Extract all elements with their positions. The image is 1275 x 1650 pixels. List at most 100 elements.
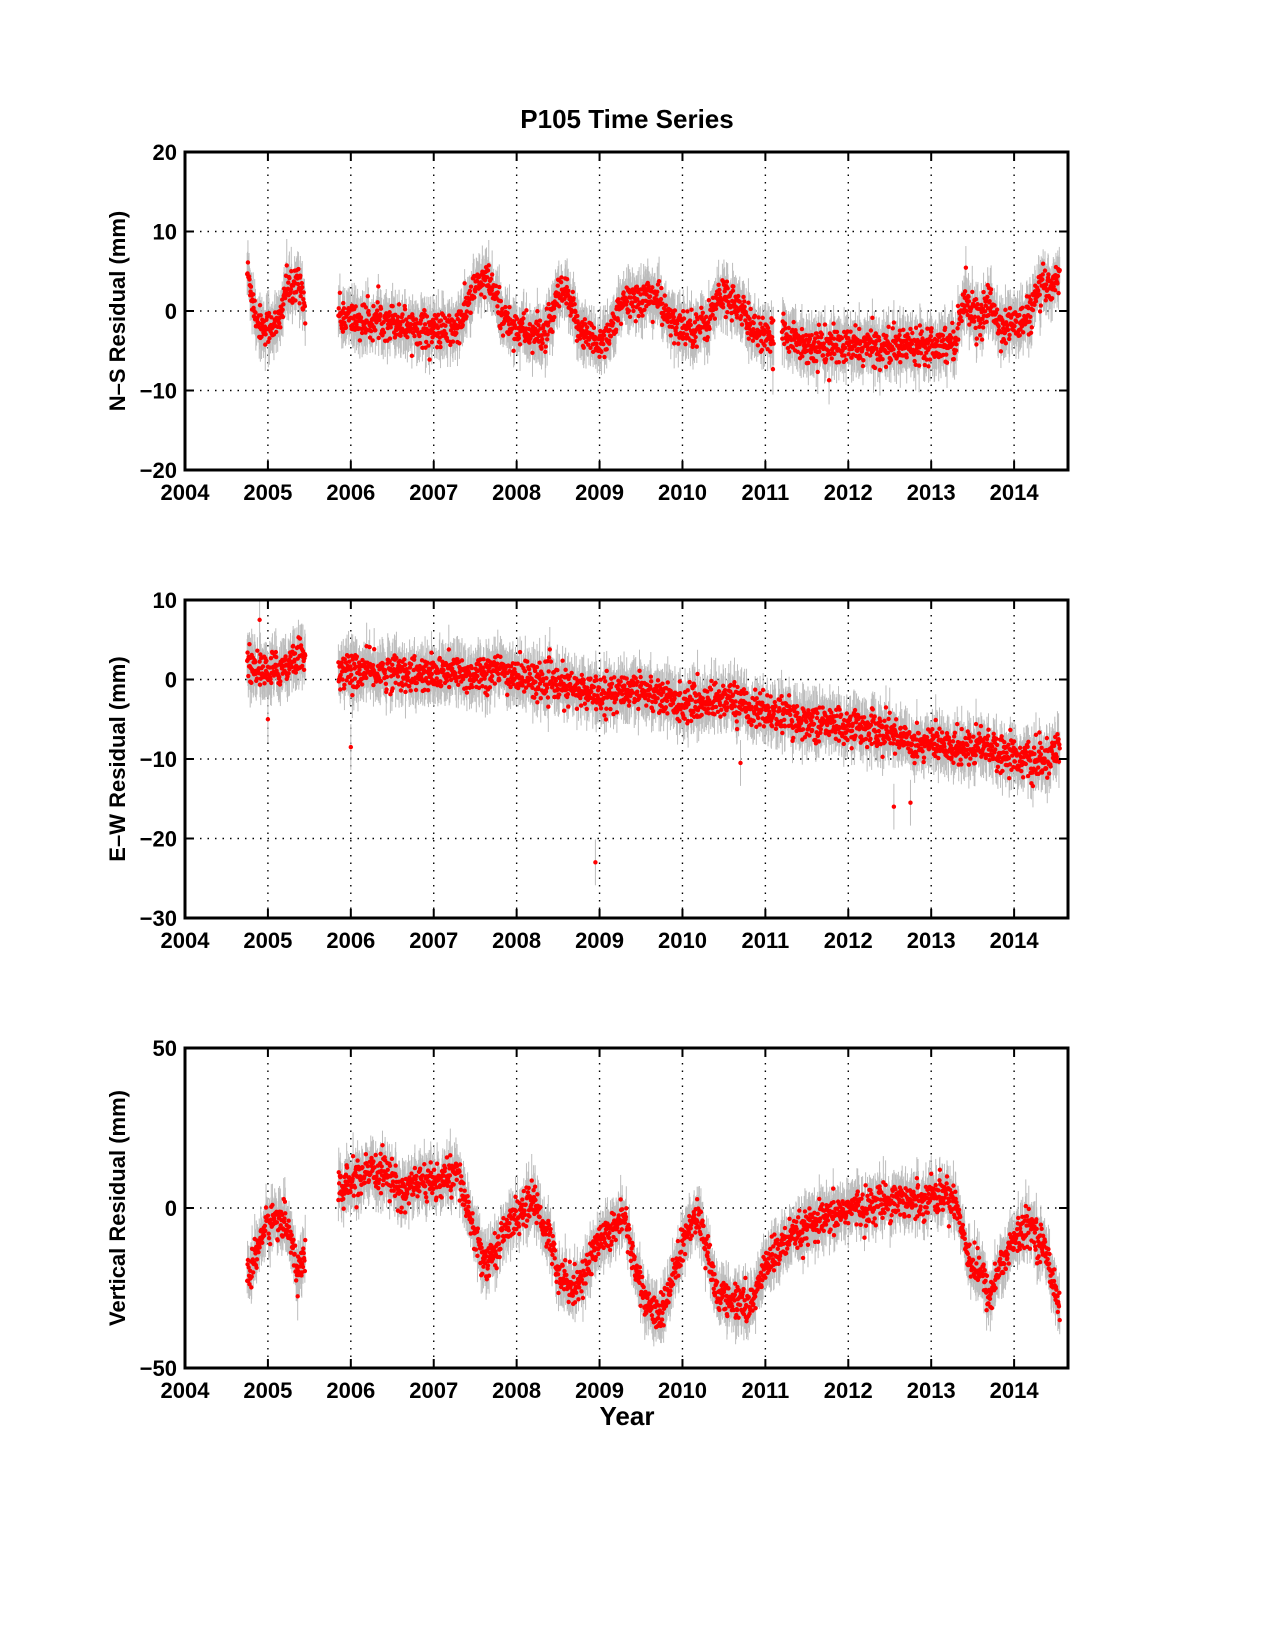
data-point	[462, 281, 467, 286]
data-point	[468, 310, 473, 316]
data-point	[378, 306, 384, 311]
data-point	[427, 357, 432, 362]
data-point	[584, 325, 590, 330]
data-point	[363, 305, 369, 310]
data-point	[503, 304, 508, 310]
x-tick-label: 2007	[409, 480, 458, 505]
data-point	[1027, 319, 1032, 324]
data-point	[1012, 323, 1017, 329]
data-point	[973, 297, 979, 302]
data-point	[1020, 330, 1026, 335]
data-point	[1003, 307, 1008, 313]
data-point	[422, 322, 428, 327]
data-point	[524, 308, 529, 313]
x-tick-label: 2006	[326, 480, 375, 505]
data-point	[868, 328, 874, 333]
data-point	[676, 341, 681, 346]
data-point	[564, 277, 570, 282]
data-point	[266, 310, 272, 316]
data-point	[963, 265, 969, 270]
data-point	[712, 316, 718, 321]
data-point	[630, 304, 636, 309]
data-point	[437, 340, 443, 345]
data-point	[883, 364, 889, 370]
data-point	[700, 310, 706, 315]
data-point	[256, 320, 261, 326]
data-point	[769, 334, 775, 340]
data-point	[729, 318, 735, 323]
data-point	[283, 295, 288, 301]
data-point	[944, 352, 949, 357]
data-point	[755, 343, 761, 348]
data-point	[655, 289, 660, 295]
data-point	[626, 308, 632, 313]
data-point	[741, 294, 746, 300]
data-point	[822, 322, 828, 327]
data-point	[269, 315, 274, 320]
data-point	[1017, 312, 1022, 318]
figure-title: P105 Time Series	[520, 104, 733, 134]
data-point	[746, 300, 751, 305]
data-point	[434, 344, 440, 350]
data-point	[535, 308, 540, 314]
data-point	[557, 304, 562, 309]
data-point	[928, 329, 934, 334]
data-point	[823, 356, 829, 362]
data-point	[972, 314, 978, 320]
data-point	[474, 278, 480, 284]
data-point	[965, 312, 970, 318]
data-point	[1017, 333, 1022, 338]
y-axis-label: N–S Residual (mm)	[105, 211, 130, 412]
data-point	[685, 309, 690, 314]
data-point	[771, 341, 776, 346]
data-point	[694, 344, 699, 349]
data-point	[689, 307, 694, 312]
y-tick-label: 10	[153, 220, 177, 245]
data-point	[706, 298, 712, 303]
data-point	[488, 276, 494, 282]
data-point	[806, 360, 811, 366]
data-point	[742, 304, 747, 309]
data-point	[1057, 267, 1062, 273]
data-point	[877, 367, 883, 373]
data-point	[781, 311, 786, 316]
data-point	[935, 338, 940, 344]
data-point	[751, 326, 756, 332]
data-point	[953, 348, 959, 353]
data-point	[558, 279, 564, 285]
data-point	[376, 335, 381, 341]
data-point	[566, 288, 571, 293]
data-point	[570, 289, 575, 295]
data-point	[656, 278, 662, 284]
data-point	[998, 349, 1004, 354]
data-point	[1033, 298, 1039, 304]
data-point	[716, 282, 721, 287]
data-point	[387, 336, 393, 341]
data-point	[258, 313, 263, 318]
data-point	[944, 360, 950, 365]
data-point	[974, 342, 979, 347]
data-point	[912, 358, 917, 364]
data-point	[979, 302, 984, 308]
data-point	[733, 304, 739, 310]
data-point	[582, 317, 588, 322]
data-point	[602, 354, 607, 360]
data-point	[396, 302, 402, 307]
data-point	[720, 305, 726, 310]
data-point	[846, 352, 851, 357]
data-point	[301, 296, 306, 302]
data-point	[704, 314, 709, 320]
data-point	[799, 326, 805, 332]
data-point	[1038, 303, 1044, 308]
data-point	[251, 292, 256, 297]
data-point	[971, 319, 977, 324]
data-point	[607, 327, 612, 333]
data-point	[831, 321, 836, 326]
data-point	[681, 316, 687, 321]
data-point	[357, 338, 363, 343]
data-point	[535, 329, 540, 334]
data-point	[472, 289, 478, 294]
data-point	[791, 319, 796, 325]
data-point	[747, 316, 752, 322]
data-point	[683, 342, 688, 347]
